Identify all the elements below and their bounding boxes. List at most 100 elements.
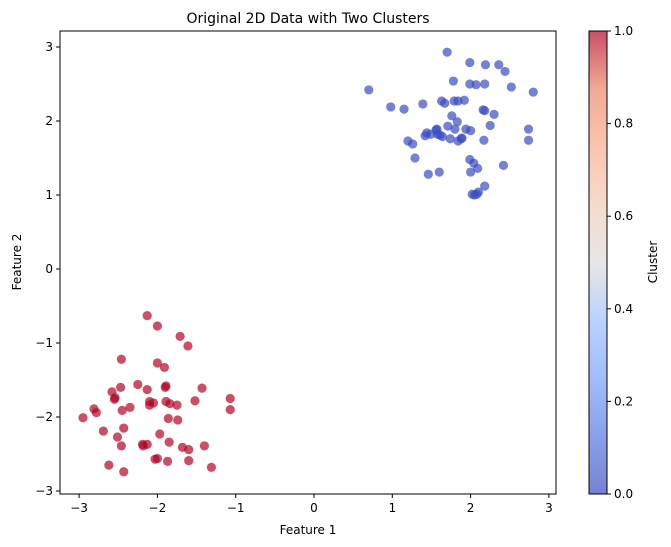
data-point [523, 124, 534, 134]
x-tick-label: −2 [149, 501, 167, 515]
x-axis-label: Feature 1 [280, 523, 337, 537]
data-point [498, 160, 509, 170]
data-point [466, 126, 476, 136]
data-point [98, 426, 108, 436]
data-point [450, 124, 460, 134]
colorbar-gradient [589, 31, 607, 494]
data-point [142, 385, 152, 395]
data-point [163, 413, 173, 424]
data-point [125, 402, 135, 412]
colorbar-tick-label: 0.4 [614, 302, 633, 316]
data-point [422, 128, 432, 138]
data-point [152, 453, 162, 464]
data-point [206, 462, 217, 472]
y-tick-label: −1 [35, 336, 53, 350]
data-point [160, 382, 170, 392]
data-point [447, 111, 457, 121]
x-tick-label: 2 [467, 501, 475, 515]
colorbar-frame [588, 30, 608, 495]
colorbar-label: Cluster [646, 241, 660, 284]
data-point [434, 167, 444, 177]
data-point [442, 47, 452, 57]
data-point [184, 456, 194, 466]
y-tick-label: 3 [45, 40, 53, 54]
data-point [112, 432, 123, 442]
data-point [78, 413, 88, 423]
data-point [152, 321, 162, 331]
data-point [410, 153, 420, 163]
colorbar-ticks: 0.0 0.2 0.4 0.6 0.8 1.0 [607, 24, 633, 501]
x-axis: −3 −2 −1 0 1 2 3 [70, 494, 553, 515]
y-tick-label: −2 [35, 410, 53, 424]
data-point [110, 393, 120, 403]
data-point [117, 405, 127, 415]
data-point [456, 134, 466, 144]
data-point [137, 439, 148, 449]
data-point [480, 181, 490, 191]
data-point [465, 57, 475, 68]
data-point [473, 163, 483, 173]
y-tick-label: 0 [45, 262, 53, 276]
data-point [165, 399, 175, 409]
data-point [480, 79, 490, 89]
data-point [448, 76, 458, 86]
data-point [478, 105, 488, 115]
x-tick-label: 3 [545, 501, 553, 515]
data-point [133, 379, 143, 390]
colorbar-tick-label: 0.8 [614, 117, 633, 131]
data-point [523, 135, 534, 145]
data-point [164, 437, 174, 447]
data-point [225, 405, 235, 415]
plot-area [59, 30, 557, 495]
data-point [119, 467, 129, 477]
data-point [423, 169, 433, 179]
data-point [528, 87, 538, 97]
colorbar-tick-label: 0.6 [614, 209, 633, 223]
data-point [116, 441, 126, 451]
y-tick-label: −3 [35, 484, 53, 498]
data-point [399, 104, 409, 114]
data-point [453, 96, 463, 106]
data-point [152, 358, 162, 368]
data-point [452, 117, 462, 127]
axes-background [60, 31, 556, 494]
data-point [104, 460, 114, 470]
data-point [184, 444, 194, 455]
y-tick-label: 1 [45, 188, 53, 202]
data-point [115, 382, 126, 392]
y-axis: −3 −2 −1 0 1 2 3 [35, 40, 60, 498]
data-point [197, 383, 207, 393]
data-point [173, 415, 183, 425]
data-point [431, 125, 441, 135]
data-point [91, 407, 101, 418]
data-point [465, 154, 475, 165]
x-tick-label: −3 [70, 501, 88, 515]
scatter-points [78, 47, 538, 477]
data-point [445, 134, 455, 144]
data-point [175, 331, 185, 341]
colorbar-tick-label: 0.2 [614, 394, 633, 408]
data-point [506, 82, 516, 92]
data-point [500, 66, 510, 77]
data-point [116, 354, 126, 364]
data-point [119, 423, 129, 433]
data-point [443, 121, 453, 131]
y-axis-label: Feature 2 [10, 234, 24, 291]
data-point [155, 429, 165, 439]
data-point [162, 456, 173, 466]
data-point [408, 139, 418, 149]
data-point [190, 396, 200, 406]
data-point [479, 135, 489, 145]
colorbar-tick-label: 1.0 [614, 24, 633, 38]
data-point [199, 441, 209, 451]
data-point [418, 99, 428, 109]
data-point [159, 362, 170, 373]
chart-title: Original 2D Data with Two Clusters [186, 11, 429, 27]
data-point [142, 311, 152, 321]
data-point [480, 60, 491, 70]
y-tick-label: 2 [45, 114, 53, 128]
colorbar: 0.0 0.2 0.4 0.6 0.8 1.0 Cluster [588, 24, 660, 501]
data-point [466, 167, 476, 177]
x-tick-label: −1 [227, 501, 245, 515]
